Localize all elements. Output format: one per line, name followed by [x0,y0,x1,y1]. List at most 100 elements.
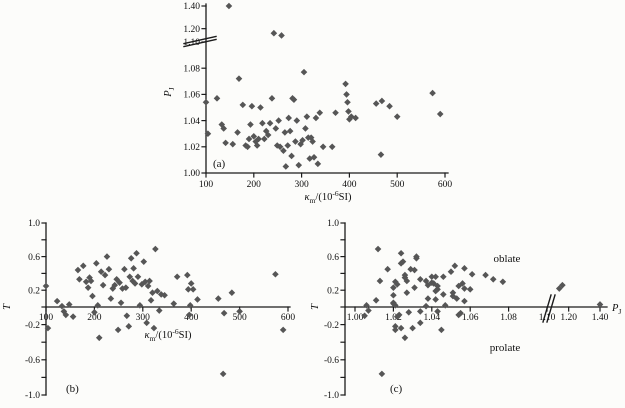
data-point [397,249,405,257]
data-point [299,136,306,144]
data-point [405,308,413,316]
data-point [499,278,507,286]
data-point [392,323,399,330]
data-point [42,282,50,290]
data-point [97,268,105,276]
data-point [280,147,287,155]
x-tick-label: 100 [39,313,54,323]
data-point [345,108,352,115]
x-axis-label: κm/(10-6SI) [145,327,192,343]
data-point [268,95,276,102]
data-point [429,89,436,97]
data-point [281,129,289,136]
data-point [79,262,87,270]
data-point [316,109,324,117]
data-point [393,113,401,120]
data-point [397,324,405,332]
x-tick-label: 1.20 [560,313,577,323]
data-point [348,113,355,120]
data-point [125,323,133,330]
data-point [213,95,221,102]
data-point [94,302,102,309]
x-tick-label: 300 [136,313,151,323]
data-point [84,284,92,291]
x-tick-label: 1.04 [423,313,440,323]
y-tick-label: 1.40 [183,2,200,12]
data-point [270,29,278,37]
panel-a-chart: 100 200 300 400 500 600 1.00 1.02 1.04 1.06 1.08 1.… [163,2,452,205]
data-point [103,253,111,260]
data-point [461,297,468,305]
data-point [309,138,316,145]
data-point [147,296,155,304]
data-point [466,286,474,293]
data-point [482,271,489,279]
data-point [342,80,349,88]
data-point [272,125,280,132]
panel-letter: (b) [66,383,79,395]
data-point [332,109,339,117]
data-point [279,326,287,334]
x-tick-label: 1.02 [385,313,402,323]
data-point [129,277,136,285]
data-point [140,258,148,265]
x-tick-label: 600 [281,313,296,323]
data-point [459,280,466,287]
data-point [377,151,385,158]
y-tick-label: 1.02 [183,143,200,153]
panel-c-chart: 1.00 1.02 1.04 1.06 1.08 1.10 1.20 1.40 1.0 0.6 0.… [310,219,621,401]
data-point [489,275,497,283]
panel-c: 1.00 1.02 1.04 1.06 1.08 1.10 1.20 1.40 1.0 0.6 0.… [310,210,625,408]
data-point [248,102,256,110]
y-tick-label: 1.08 [183,64,200,74]
data-point [272,270,279,278]
data-point [257,104,264,111]
y-tick-label: -1.0 [324,391,339,401]
panel-letter: (c) [390,383,403,395]
data-point [247,121,254,128]
data-point [259,119,266,127]
y-tick-label: -0.2 [25,321,40,331]
data-point [215,295,222,302]
data-point [559,281,566,289]
data-point [189,286,197,293]
data-point [95,334,103,342]
panel-a: 100 200 300 400 500 600 1.00 1.02 1.04 1.06 1.08 1.… [150,0,470,215]
data-point [449,292,457,300]
data-point [285,114,292,122]
data-point [155,307,163,314]
y-tick-label: -0.6 [25,356,40,366]
y-axis-label: T [2,303,13,310]
data-point [204,130,212,137]
data-point [130,265,137,272]
data-point [69,313,77,320]
data-point [440,273,447,281]
data-point [374,245,382,253]
data-point [225,2,233,10]
y-tick-label: -1.0 [25,391,40,401]
data-point [422,302,430,310]
x-axis-label: PJ [611,303,621,316]
data-point [105,265,113,273]
y-tick-label: 1.04 [183,117,200,127]
data-point [378,370,386,378]
data-point [376,277,384,285]
data-point [416,319,424,327]
data-point [386,102,393,110]
data-point [127,254,135,262]
data-point [451,262,459,270]
data-point [434,308,441,315]
data-point [114,326,122,334]
panel-letter: (a) [213,158,226,170]
y-tick-label: 1.0 [28,219,40,229]
y-tick-label: -0.6 [324,356,339,366]
y-tick-label: 1.0 [327,219,339,229]
data-point [319,143,327,151]
data-point [457,309,464,317]
y-tick-label: 0.6 [28,253,40,263]
data-point [99,281,107,289]
data-point [122,284,130,291]
x-tick-label: 1.40 [592,313,609,323]
data-point [134,273,142,281]
